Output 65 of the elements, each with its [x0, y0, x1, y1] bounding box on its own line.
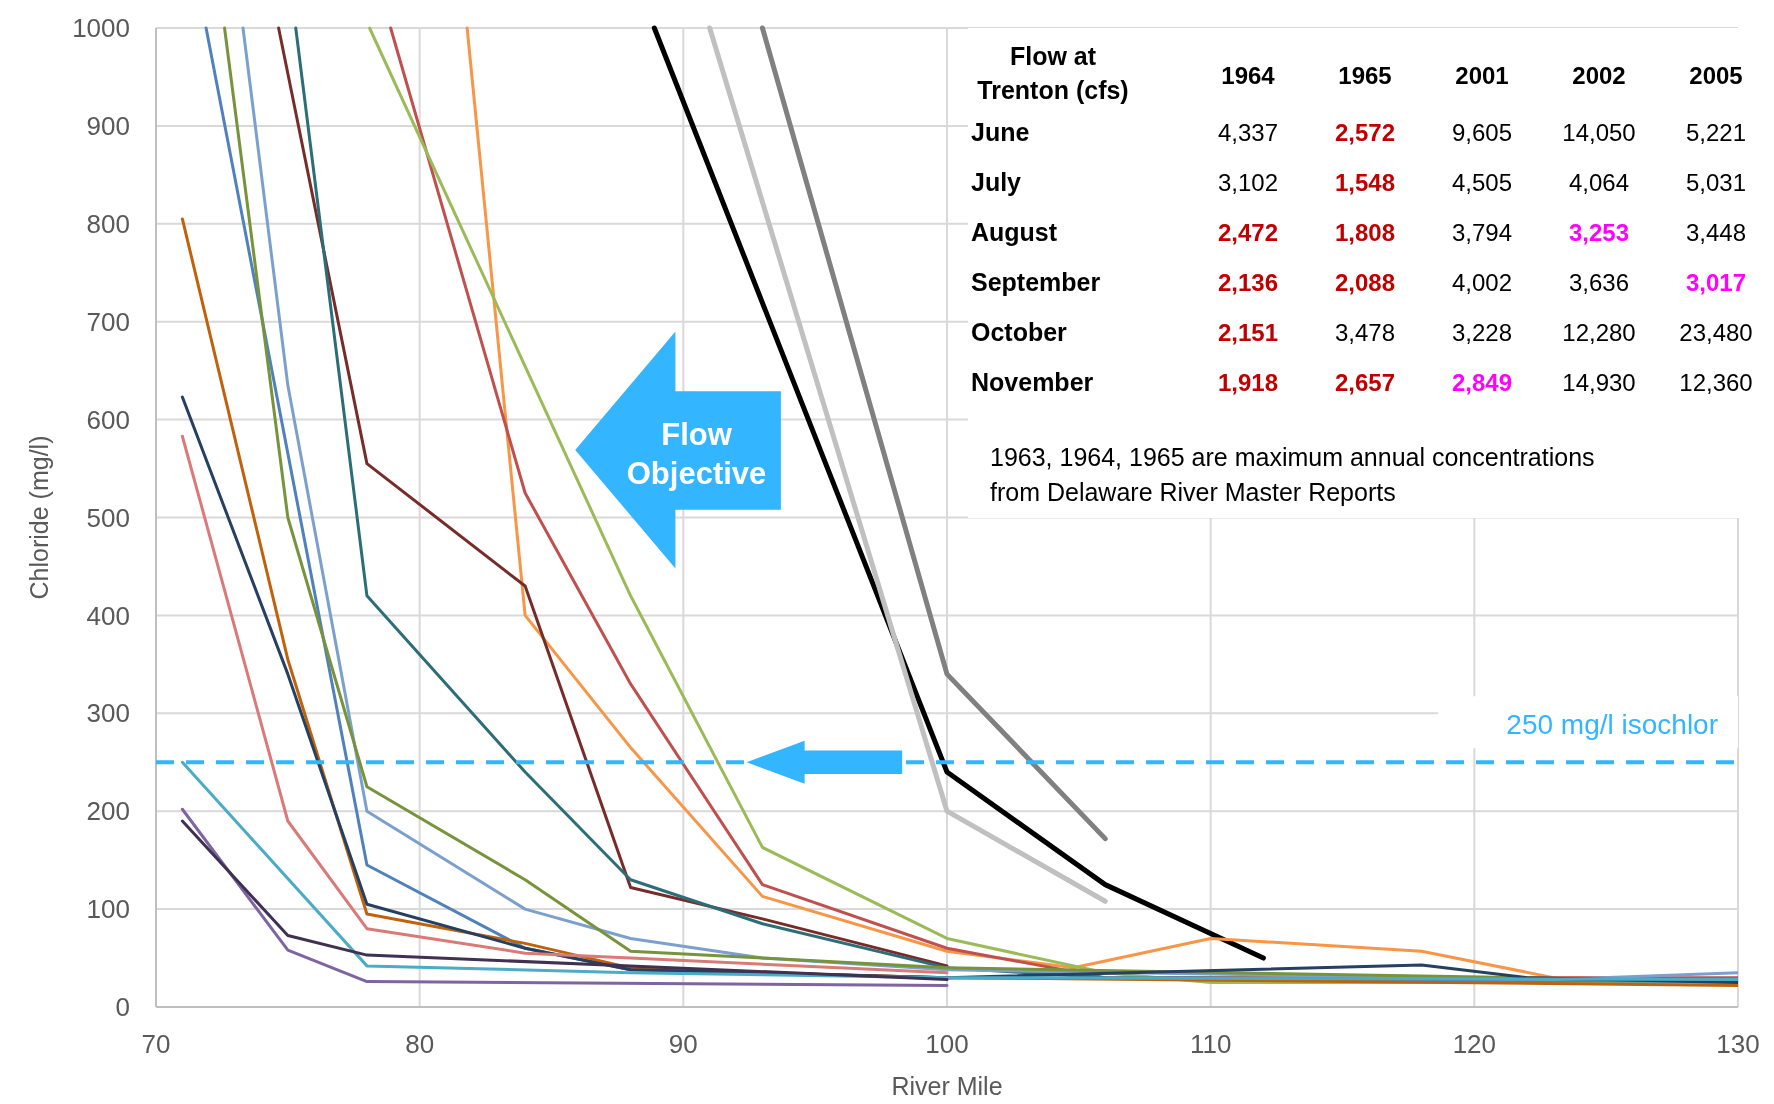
- category-label: September: [971, 268, 1101, 296]
- text: 3,017: [1685, 269, 1747, 296]
- text: 2,088: [1334, 269, 1396, 296]
- y-tick-label: 0: [115, 992, 130, 1023]
- text: 5,031: [1685, 169, 1747, 196]
- text: 1,548: [1334, 169, 1396, 196]
- y-tick-label: 500: [86, 502, 130, 533]
- text: 4,064: [1568, 169, 1630, 196]
- text: 3,228: [1451, 319, 1513, 346]
- y-tick-label: 100: [86, 894, 130, 925]
- x-tick-label: 110: [1189, 1029, 1232, 1059]
- text: 2,657: [1334, 369, 1396, 396]
- text: 4,002: [1451, 269, 1513, 296]
- text: 1,918: [1217, 369, 1279, 396]
- x-tick-label: 130: [1716, 1029, 1760, 1059]
- x-axis-title: River Mile: [891, 1072, 1003, 1100]
- y-tick-label: 1000: [72, 13, 130, 44]
- category-label: 2001: [1455, 62, 1509, 89]
- text: 3,448: [1685, 219, 1747, 246]
- x-tick-label: 70: [141, 1029, 171, 1059]
- category-label: October: [971, 318, 1067, 346]
- text: Flow at Trenton (cfs): [977, 42, 1129, 104]
- text: 14,050: [1562, 119, 1636, 146]
- x-tick-label: 100: [925, 1029, 969, 1059]
- category-label: June: [971, 118, 1030, 146]
- y-tick-label: 300: [86, 698, 130, 729]
- text: 14,930: [1562, 369, 1636, 396]
- y-tick-label: 800: [86, 208, 130, 239]
- y-axis-title: Chloride (mg/l): [25, 435, 53, 600]
- annotation: 1963, 1964, 1965 are maximum annual concentrations from Delaware River Master Reports: [990, 443, 1595, 506]
- category-label: 1964: [1221, 62, 1276, 89]
- x-tick-label: 90: [668, 1029, 698, 1059]
- text: 2,572: [1334, 119, 1396, 146]
- y-tick-label: 700: [86, 306, 130, 337]
- category-label: 1965: [1338, 62, 1392, 89]
- text: 2,136: [1217, 269, 1279, 296]
- text: 5,221: [1685, 119, 1747, 146]
- y-tick-label: 200: [86, 796, 130, 827]
- x-tick-label: 80: [405, 1029, 435, 1059]
- category-label: November: [971, 368, 1094, 396]
- text: 4,337: [1217, 119, 1279, 146]
- y-tick-label: 600: [86, 404, 130, 435]
- category-label: 2005: [1689, 62, 1743, 89]
- y-tick-label: 900: [86, 111, 130, 141]
- text: 3,102: [1217, 169, 1279, 196]
- text: 2,472: [1217, 219, 1279, 246]
- text: 2,849: [1451, 369, 1513, 396]
- text: 3,253: [1568, 219, 1630, 246]
- text: 2,151: [1217, 319, 1279, 346]
- text: 4,505: [1451, 169, 1513, 196]
- text: 9,605: [1451, 119, 1513, 146]
- text: 3,794: [1451, 219, 1513, 246]
- text: 1,808: [1334, 219, 1396, 246]
- annotation: Flow Objective: [626, 417, 767, 492]
- text: 12,360: [1679, 369, 1753, 396]
- text: 23,480: [1679, 319, 1753, 346]
- category-label: July: [971, 168, 1022, 196]
- text: 3,636: [1568, 269, 1630, 296]
- ref-line-label: 250 mg/l isochlor: [1506, 709, 1718, 741]
- category-label: August: [971, 218, 1058, 246]
- text: 3,478: [1334, 319, 1396, 346]
- x-tick-label: 120: [1452, 1029, 1497, 1059]
- category-label: 2002: [1572, 62, 1626, 89]
- y-tick-label: 400: [86, 600, 130, 631]
- text: 12,280: [1562, 319, 1636, 346]
